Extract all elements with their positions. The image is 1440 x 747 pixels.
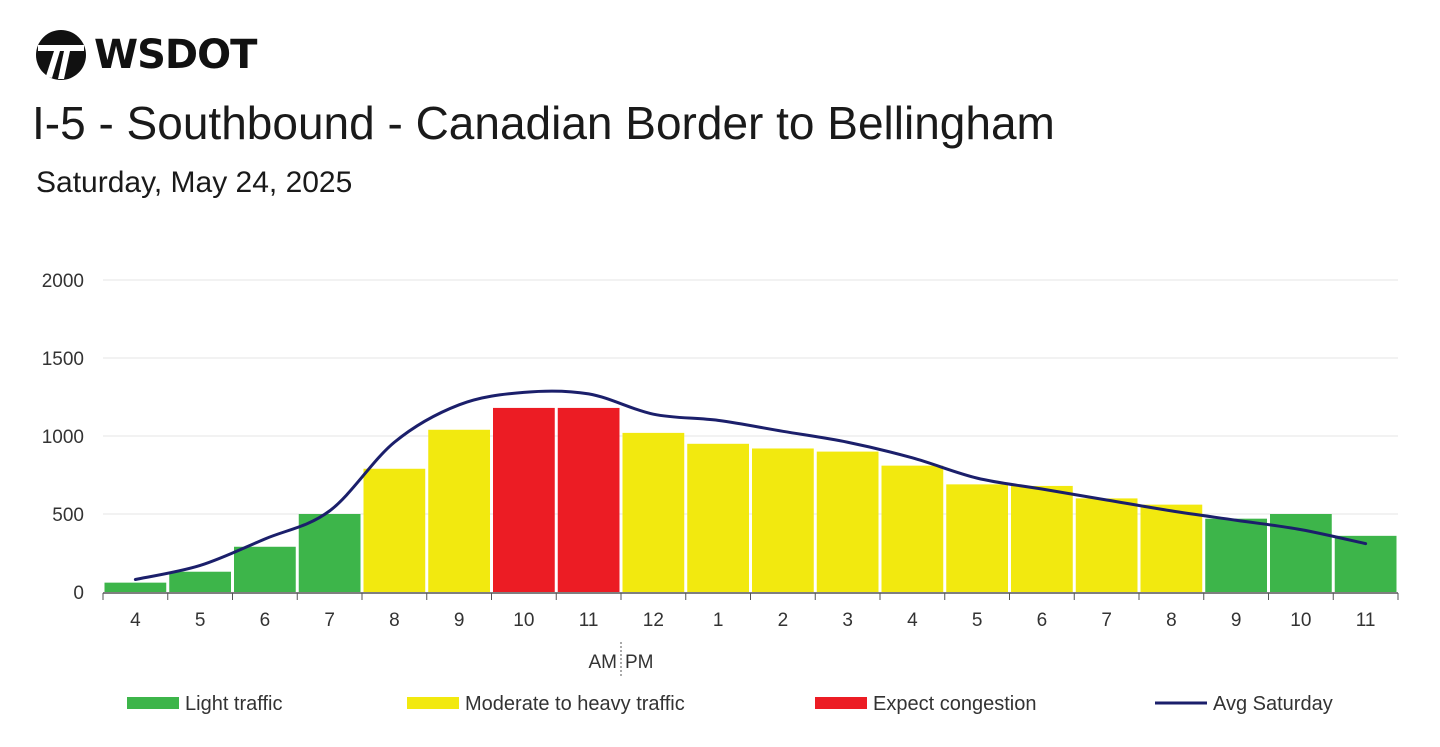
legend-label: Light traffic (185, 693, 282, 715)
x-tick-label: 7 (324, 610, 335, 631)
x-tick-label: 6 (1037, 610, 1048, 631)
bar (428, 429, 490, 592)
bar (1205, 518, 1267, 592)
chart-title: I-5 - Southbound - Canadian Border to Be… (32, 97, 1055, 149)
y-tick-label: 500 (52, 505, 84, 526)
bar (363, 468, 426, 592)
x-tick-label: 5 (195, 610, 206, 631)
legend-swatch-light (127, 697, 179, 709)
y-tick-label: 2000 (42, 271, 84, 292)
bar (298, 514, 361, 592)
x-tick-label: 2 (778, 610, 789, 631)
x-tick-label: 1 (713, 610, 724, 631)
x-tick-label: 7 (1101, 610, 1112, 631)
y-tick-label: 1500 (42, 349, 84, 370)
y-tick-label: 1000 (42, 427, 84, 448)
logo-text: WSDOT (94, 32, 257, 78)
chart-subtitle: Saturday, May 24, 2025 (36, 166, 353, 199)
x-tick-label: 8 (1166, 610, 1177, 631)
bar (687, 443, 749, 592)
am-label: AM (589, 652, 618, 673)
avg-saturday-line (133, 389, 1368, 582)
x-tick-label: 11 (1356, 610, 1376, 631)
bar (622, 432, 685, 592)
legend-label: Avg Saturday (1213, 693, 1333, 715)
bar (169, 571, 231, 592)
bar (816, 451, 879, 592)
x-tick-label: 9 (1231, 610, 1242, 631)
bar (234, 546, 296, 592)
x-tick-label: 10 (513, 610, 534, 631)
x-tick-label: 4 (130, 610, 141, 631)
bar (946, 484, 1008, 592)
legend-label: Expect congestion (873, 693, 1036, 715)
bar (493, 407, 555, 592)
legend-swatch-congestion (815, 697, 867, 709)
pm-label: PM (625, 652, 654, 673)
legend-swatch-moderate (407, 697, 459, 709)
x-tick-label: 11 (579, 610, 599, 631)
bar (557, 407, 620, 592)
wsdot-logo: WSDOT (34, 28, 257, 82)
x-tick-label: 3 (842, 610, 853, 631)
x-tick-label: 5 (972, 610, 983, 631)
x-tick-label: 12 (643, 610, 664, 631)
bar (752, 448, 814, 592)
x-tick-label: 6 (260, 610, 271, 631)
x-tick-label: 8 (389, 610, 400, 631)
x-tick-label: 10 (1290, 610, 1311, 631)
x-tick-label: 9 (454, 610, 465, 631)
bar (104, 582, 167, 592)
bar (1334, 535, 1397, 592)
legend-label: Moderate to heavy traffic (465, 693, 685, 715)
y-tick-label: 0 (73, 583, 84, 604)
x-tick-label: 4 (907, 610, 918, 631)
wsdot-logo-icon (36, 30, 86, 80)
bar (881, 465, 944, 592)
bar (1011, 485, 1073, 592)
bar (1075, 498, 1138, 592)
bar (1140, 504, 1203, 592)
